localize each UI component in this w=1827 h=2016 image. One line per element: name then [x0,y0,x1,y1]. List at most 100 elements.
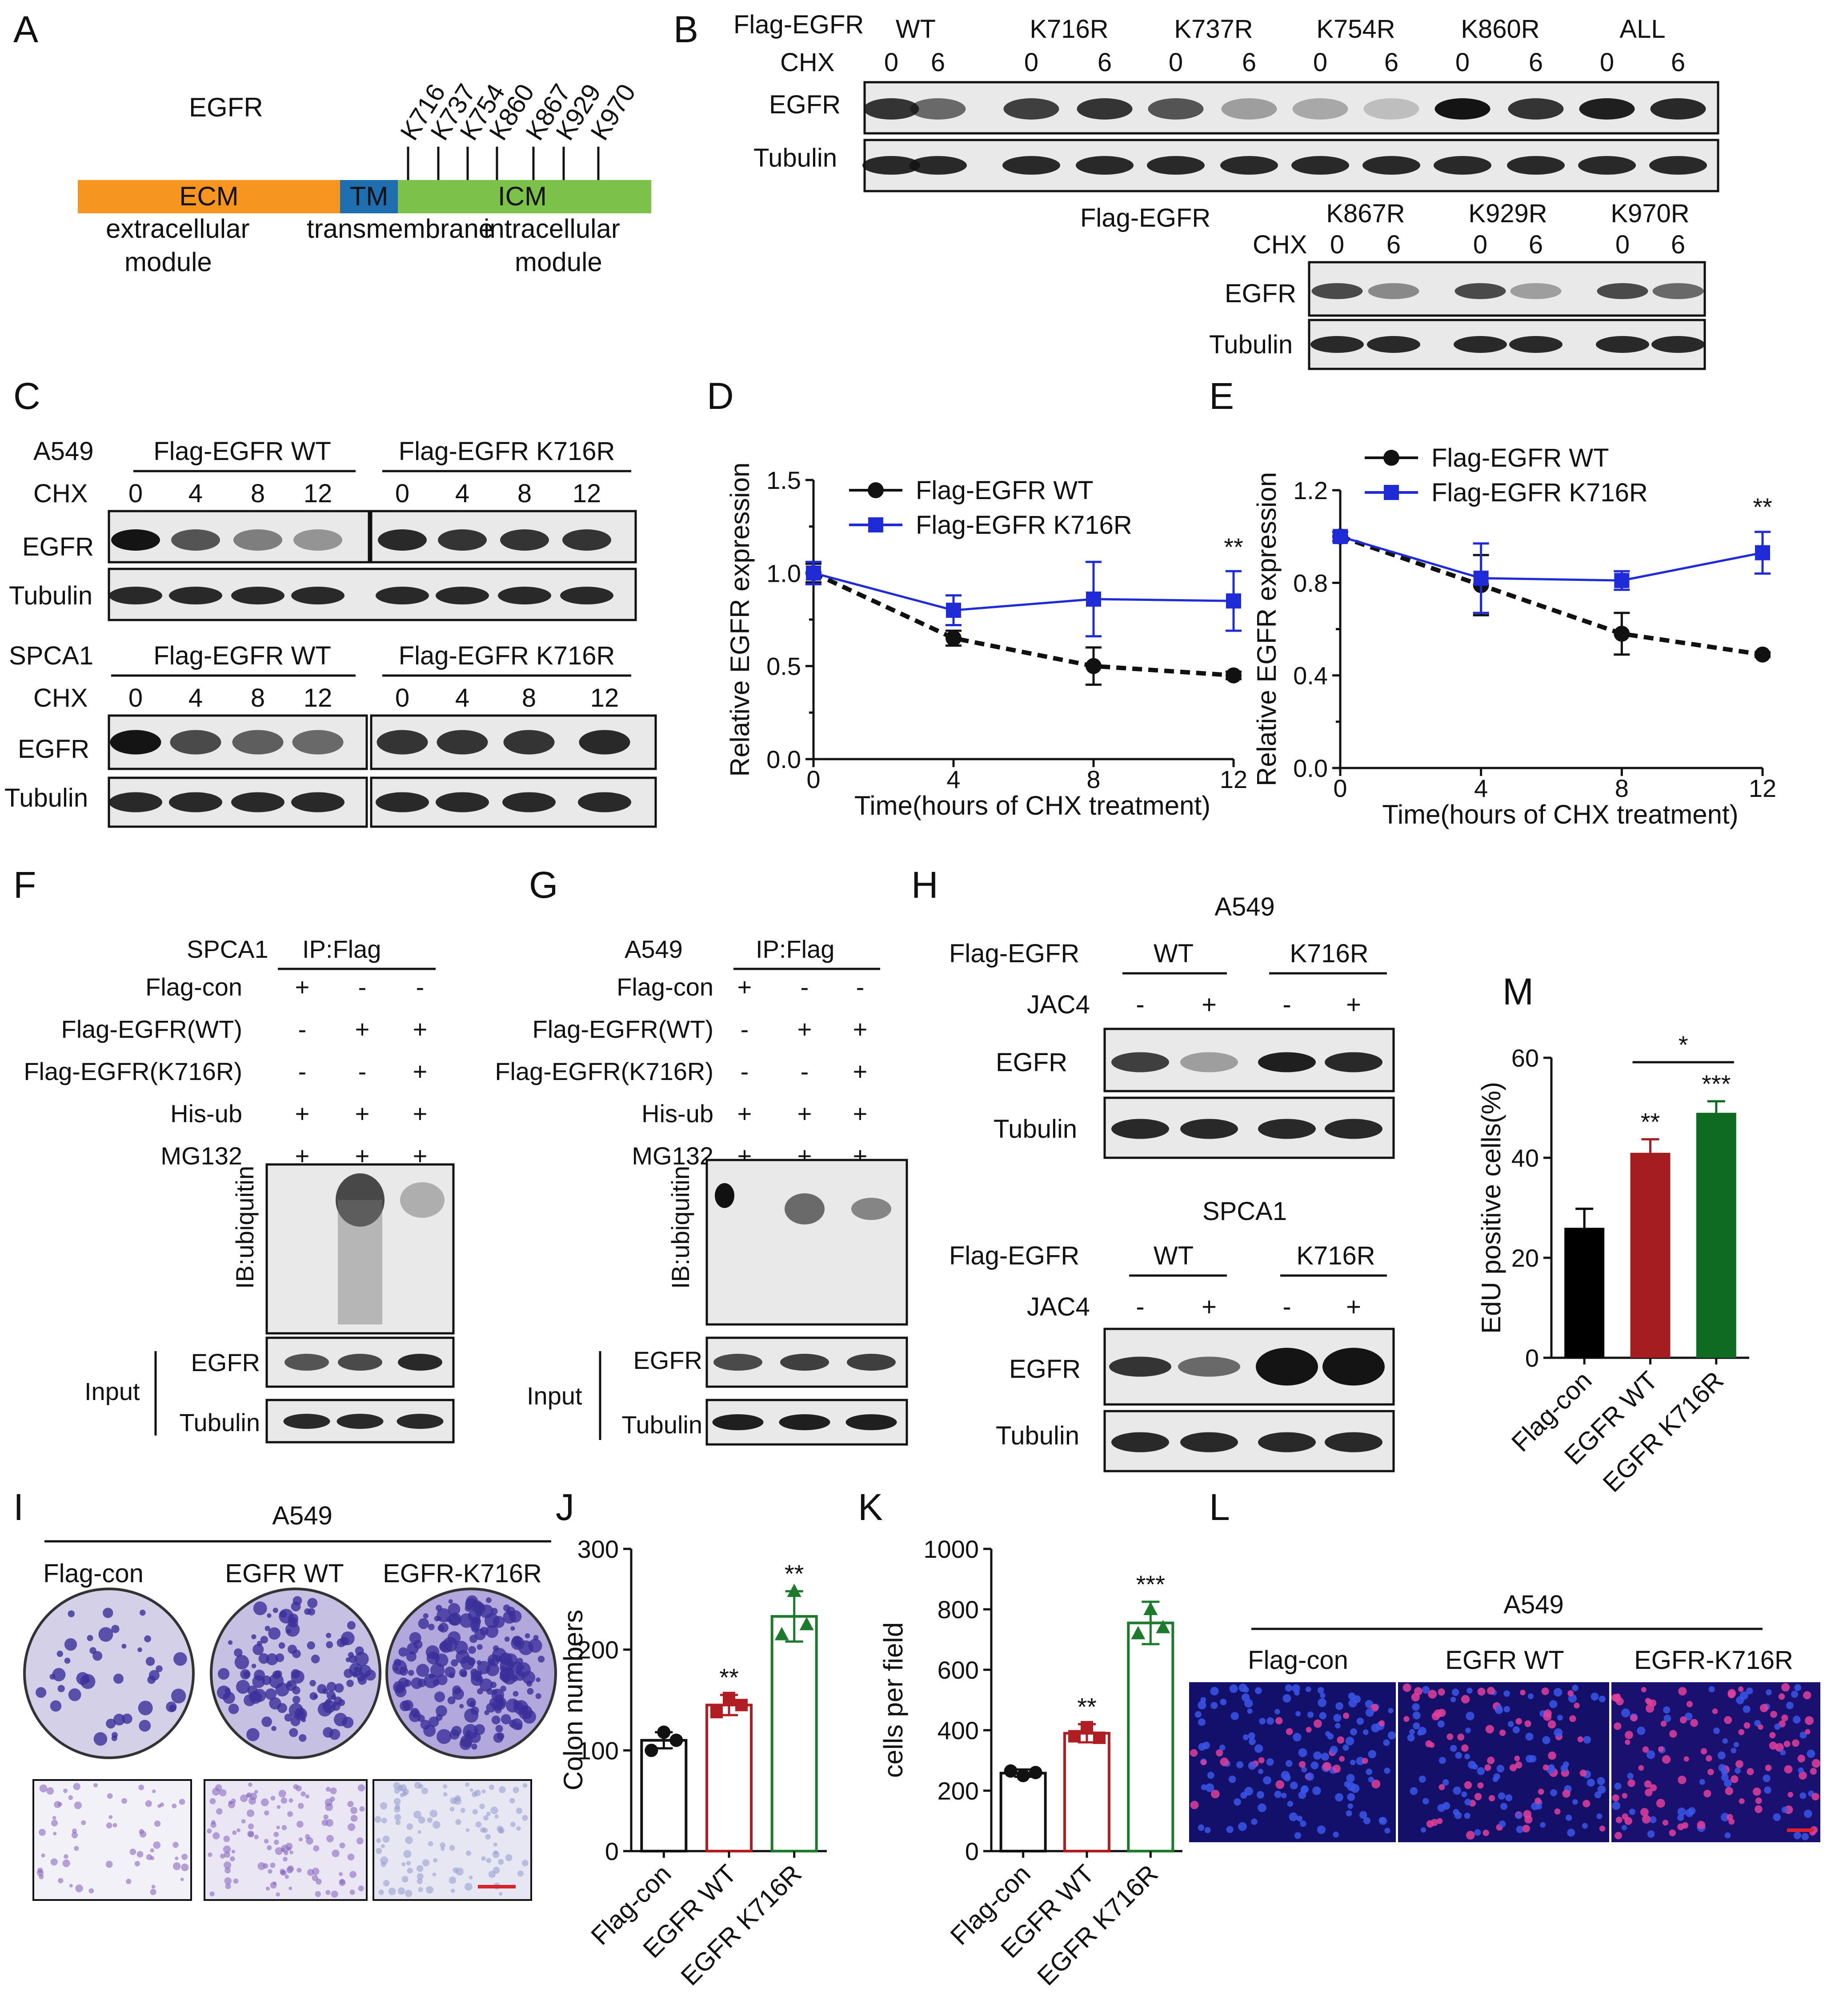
colony-dot [139,1720,151,1732]
nucleus-dot [1207,1772,1214,1779]
h-egfr-label-1: EGFR [996,1048,1067,1077]
cell-dot [152,1789,156,1793]
b-group-wt: WT [896,15,936,44]
b-egfr-band [1292,98,1348,120]
colony-dot [98,1627,113,1642]
replicate-point [1016,1769,1030,1782]
nucleus-dot [1466,1688,1473,1694]
c-a549-egfr-band [500,529,549,551]
nucleus-dot [1454,1812,1462,1819]
c-egfr-spca1: EGFR [18,735,89,764]
nucleus-dot [1220,1757,1229,1767]
nucleus-dot [1384,1767,1390,1774]
colony-dot [536,1677,541,1682]
c-spca1-egfr-band [110,730,161,755]
cell-dot [403,1850,412,1858]
nucleus-dot [1579,1769,1587,1777]
colony-dot [510,1661,523,1674]
nucleus-dot [1541,1687,1549,1696]
nucleus-dot [1512,1726,1520,1734]
nucleus-dot [1313,1719,1322,1728]
replicate-point [1156,1620,1170,1633]
cell-dot [321,1819,328,1826]
bar [770,1615,818,1853]
b-egfr-band [1077,98,1133,120]
b2-tubulin-band [1651,336,1705,353]
colony-dot [416,1664,429,1677]
nucleus-dot [1662,1755,1671,1764]
nucleus-dot [1690,1719,1699,1727]
cell-dot [181,1863,189,1872]
b2-egfr-label: EGFR [1225,279,1296,308]
b2-egfr-band [1311,283,1363,299]
b-egfr-band [1508,98,1564,120]
cell-dot [224,1877,232,1885]
cell-dot [393,1798,401,1805]
cell-dot [483,1815,489,1821]
nucleus-dot [1644,1788,1653,1796]
b2-tubulin-band [1454,336,1507,353]
treatment-sign: - [298,1015,307,1043]
cell-dot [460,1808,466,1813]
cell-dot [485,1834,491,1840]
cell-dot [284,1874,289,1879]
h-spca1-tubulin-band [1180,1432,1238,1452]
nucleus-dot [1248,1761,1257,1770]
colony-dot [461,1671,467,1677]
colony-dot [434,1616,440,1622]
cell-dot [349,1889,355,1895]
cell-dot [236,1828,241,1832]
nucleus-dot [1739,1798,1745,1804]
cell-dot [395,1804,401,1810]
cell-dot [383,1880,390,1887]
legend-label: Flag-EGFR WT [1431,444,1609,472]
c-a549-egfr-band [438,529,487,551]
colony-dot [537,1656,545,1663]
h-cell-a549: A549 [1214,892,1274,921]
b-tubulin-band [1291,156,1349,175]
colony-dot [252,1675,265,1688]
colony-dot [493,1732,504,1743]
nucleus-dot [1266,1717,1274,1725]
nucleus-dot [1234,1798,1241,1806]
nucleus-dot [1205,1783,1214,1792]
nucleus-dot [1727,1691,1735,1699]
nucleus-dot [1658,1746,1664,1752]
nucleus-dot [1644,1780,1652,1788]
nucleus-dot [1496,1764,1504,1773]
cell-dot [272,1881,276,1885]
nucleus-dot [1536,1804,1542,1810]
c-time-label: 12 [304,479,333,508]
nucleus-dot [1306,1727,1312,1733]
nucleus-dot [1801,1833,1809,1840]
nucleus-dot [1778,1693,1785,1700]
cell-dot [349,1871,357,1878]
b2-tubulin-band [1367,336,1420,353]
nucleus-dot [1211,1789,1220,1799]
cell-dot [276,1805,281,1809]
label-module-1: module [124,247,212,277]
cell-dot [380,1802,388,1810]
colony-dot [493,1616,505,1628]
nucleus-dot [1228,1776,1236,1783]
y-tick-label: 40 [1511,1144,1539,1172]
treatment-label: Flag-EGFR(K716R) [24,1057,242,1085]
replicate-point [735,1699,748,1712]
b-tubulin-band [862,156,920,175]
treatment-sign: - [801,1057,809,1085]
c-spca1-tubulin-band [502,792,556,812]
nucleus-dot [1371,1779,1381,1788]
cell-dot [280,1797,288,1804]
nucleus-dot [1274,1791,1282,1798]
nucleus-dot [1509,1764,1517,1772]
nucleus-dot [1249,1738,1256,1745]
colony-dot [436,1705,447,1717]
nucleus-dot [1238,1822,1247,1831]
treatment-sign: + [853,1100,868,1128]
colony-dot [465,1605,472,1612]
cell-dot [413,1810,421,1819]
nucleus-dot [1190,1749,1198,1757]
nucleus-dot [1731,1775,1739,1783]
cell-dot [493,1867,500,1874]
nucleus-dot [1446,1733,1454,1740]
